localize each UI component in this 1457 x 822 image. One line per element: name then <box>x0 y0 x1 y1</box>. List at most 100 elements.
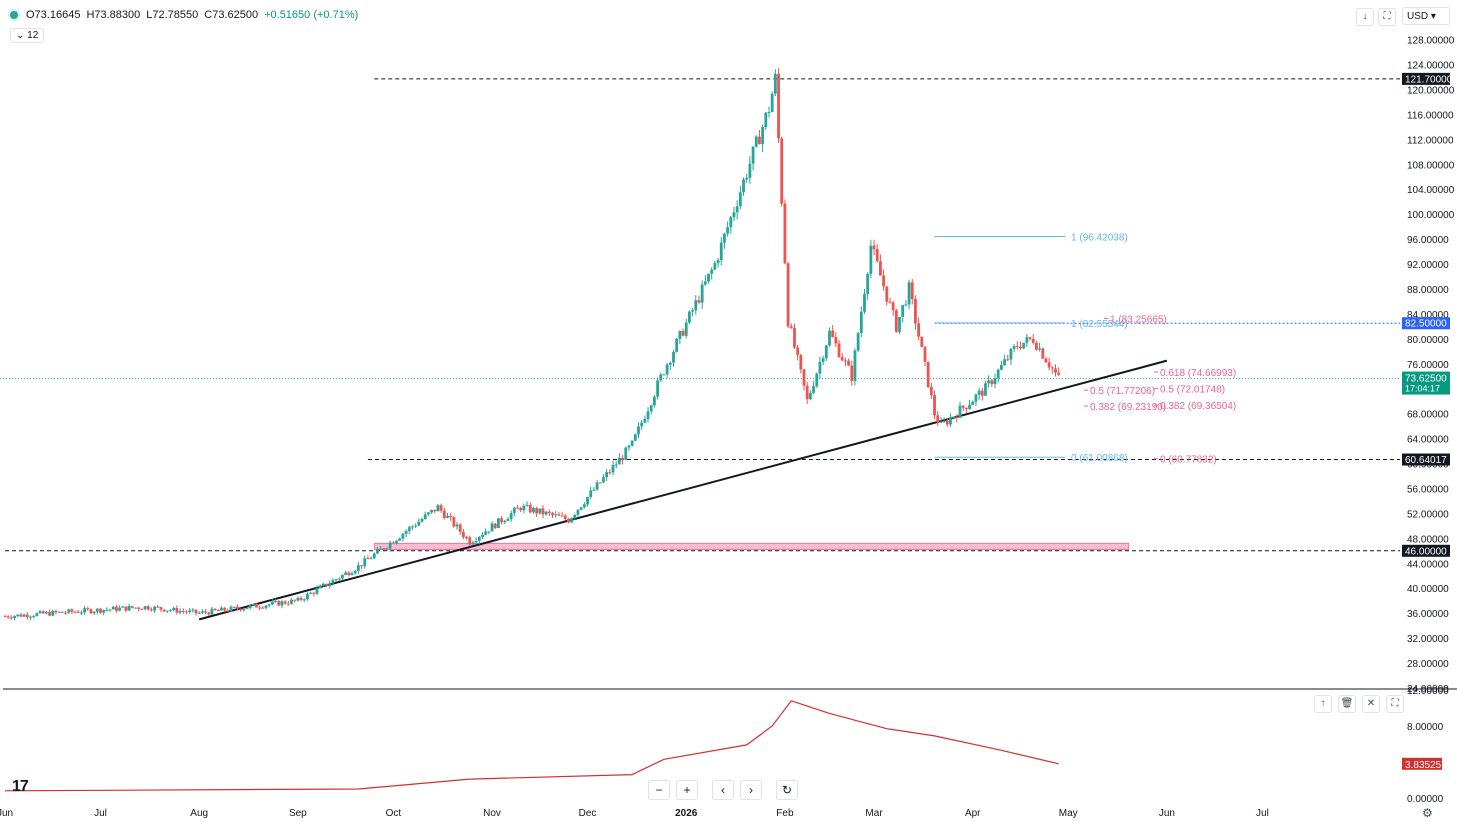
candle-body <box>29 616 32 618</box>
high-value: H73.88300 <box>86 9 141 21</box>
candle-body <box>89 609 93 614</box>
candle-body <box>633 434 637 441</box>
candle-body <box>898 316 901 332</box>
price-tick-label: 52.00000 <box>1407 509 1449 520</box>
candle-body <box>691 310 694 312</box>
candle-body <box>726 227 730 234</box>
price-tick-label: 76.00000 <box>1407 360 1449 371</box>
price-tick-label: 128.00000 <box>1407 36 1455 47</box>
candle-body <box>185 611 188 613</box>
indicator-tick-label: 8.00000 <box>1407 722 1444 733</box>
candle-body <box>509 513 513 519</box>
candle-body <box>286 603 290 605</box>
support-zone <box>373 542 1130 550</box>
candle-body <box>971 401 975 405</box>
candle-body <box>344 572 348 575</box>
fullscreen-icon[interactable]: ⛶ <box>1378 8 1396 26</box>
maximize-icon[interactable]: ⛶ <box>1386 695 1404 713</box>
candle-body <box>547 511 551 513</box>
candle-body <box>248 605 252 609</box>
fib-blue-label: 0 (61.00868) <box>1071 453 1128 464</box>
candle-body <box>356 565 360 571</box>
candle-body <box>60 611 64 613</box>
price-tick-label: 112.00000 <box>1407 135 1454 146</box>
candle-body <box>223 607 227 611</box>
candle-body <box>643 419 647 423</box>
currency-label: USD <box>1407 11 1429 22</box>
settings-icon[interactable]: ⚙ <box>1422 806 1433 820</box>
candle-body <box>121 606 125 608</box>
candle-body <box>834 337 838 344</box>
candle-body <box>611 464 615 473</box>
candle-body <box>885 286 889 302</box>
candle-body <box>191 609 195 611</box>
candle-body <box>299 597 303 600</box>
price-tick-label: 124.00000 <box>1407 61 1455 72</box>
candle-body <box>955 416 959 418</box>
candle-body <box>888 301 892 303</box>
candle-body <box>707 273 710 282</box>
candle-body <box>401 533 405 539</box>
candle-body <box>824 345 828 359</box>
candle-body <box>420 519 424 522</box>
time-tick-label: 2026 <box>675 808 698 819</box>
candle-body <box>181 610 185 612</box>
candle-body <box>582 504 586 508</box>
download-icon[interactable]: ↓ <box>1356 8 1374 26</box>
candle-body <box>127 606 131 611</box>
price-tick-label: 104.00000 <box>1407 185 1455 196</box>
candle-body <box>102 609 106 613</box>
candle-body <box>506 518 510 521</box>
zoom-out-button[interactable]: − <box>648 780 670 800</box>
candle-body <box>856 333 860 351</box>
candle-body <box>51 610 55 616</box>
candle-body <box>786 263 790 327</box>
candle-body <box>391 542 395 544</box>
candle-body <box>516 507 519 509</box>
candle-body <box>761 127 765 145</box>
candle-body <box>703 281 707 285</box>
candle-body <box>366 558 370 560</box>
zoom-in-button[interactable]: + <box>676 780 698 800</box>
candle-body <box>662 374 666 376</box>
candle-body <box>143 606 147 610</box>
candle-body <box>458 524 462 532</box>
candle-body <box>325 583 328 587</box>
candle-body <box>271 601 274 605</box>
candle-body <box>13 616 16 619</box>
bar-countdown-label: 17:04:17 <box>1405 384 1440 394</box>
candle-body <box>115 606 118 611</box>
candle-body <box>624 447 628 460</box>
candle-body <box>293 599 297 601</box>
candle-body <box>302 599 306 601</box>
candle-body <box>462 531 465 538</box>
indicator-toggle[interactable]: ⌄ 12 <box>10 28 45 43</box>
candle-body <box>331 580 335 584</box>
candle-body <box>592 489 596 491</box>
candle-body <box>949 417 952 425</box>
reset-chart-button[interactable]: ↻ <box>776 780 798 800</box>
collapse-icon[interactable]: ✕ <box>1362 695 1380 713</box>
candle-body <box>165 610 169 612</box>
candle-body <box>812 386 815 394</box>
candle-body <box>738 192 742 207</box>
candle-body <box>879 261 882 276</box>
move-up-icon[interactable]: ↑ <box>1314 695 1332 713</box>
candle-body <box>802 369 806 386</box>
candle-body <box>296 597 300 601</box>
candle-body <box>48 611 51 616</box>
candle-body <box>503 520 507 523</box>
candle-body <box>1031 338 1035 343</box>
candle-body <box>668 362 672 365</box>
currency-select[interactable]: USD ▾ <box>1402 7 1450 25</box>
scroll-right-button[interactable]: › <box>740 780 762 800</box>
candle-body <box>770 93 774 113</box>
delete-icon[interactable]: 🗑 <box>1338 695 1356 713</box>
candle-body <box>723 233 726 243</box>
current-price-badge <box>1402 371 1450 395</box>
candle-body <box>984 383 987 396</box>
candle-body <box>589 490 593 498</box>
candle-body <box>207 612 211 615</box>
scroll-left-button[interactable]: ‹ <box>712 780 734 800</box>
